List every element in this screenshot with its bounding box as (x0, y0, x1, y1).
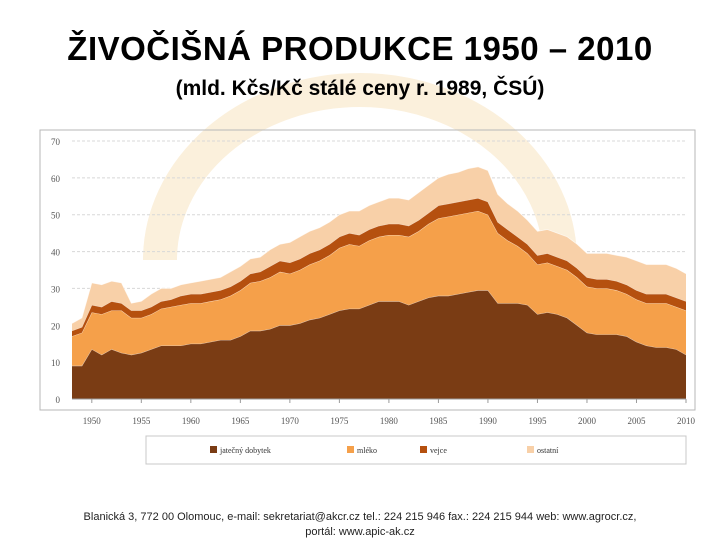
y-tick-label: 0 (56, 395, 61, 405)
y-tick-label: 70 (51, 137, 61, 147)
x-tick-label: 1980 (380, 416, 399, 426)
y-tick-label: 40 (51, 248, 61, 258)
x-tick-label: 1950 (83, 416, 102, 426)
x-tick-label: 1960 (182, 416, 201, 426)
x-tick-label: 1970 (281, 416, 300, 426)
footer-portal-line: portál: www.apic-ak.cz (305, 526, 415, 538)
x-tick-label: 2010 (677, 416, 696, 426)
legend-label: jatečný dobytek (219, 446, 271, 455)
area-vejce (72, 198, 686, 337)
x-tick-label: 2005 (627, 416, 646, 426)
legend-swatch-jatecny (210, 446, 217, 453)
stacked-area-chart: 0 10 20 30 40 50 60 70 1950 1955 1960 1965 1970 1975 1… (39, 129, 696, 465)
y-tick-label: 60 (51, 174, 61, 184)
x-tick-label: 2000 (578, 416, 597, 426)
area-mleko (72, 211, 686, 366)
area-edge-ostatni (71, 166, 687, 324)
y-tick-label: 30 (51, 284, 61, 294)
y-tick-label: 50 (51, 211, 61, 221)
slide-title: ŽIVOČIŠNÁ PRODUKCE 1950 – 2010 (67, 30, 653, 67)
x-tick-label: 1955 (132, 416, 151, 426)
legend-swatch-mleko (347, 446, 354, 453)
y-tick-label: 20 (51, 321, 61, 331)
area-ostatni (72, 166, 686, 331)
y-tick-label: 10 (51, 358, 61, 368)
slide-subtitle: (mld. Kčs/Kč stálé ceny r. 1989, ČSÚ) (175, 77, 545, 100)
legend-box (145, 435, 687, 465)
x-tick-label: 1975 (330, 416, 349, 426)
legend-label: ostatní (537, 446, 559, 455)
x-tick-label: 1990 (479, 416, 498, 426)
area-jatecny (72, 290, 686, 399)
chart-frame (39, 129, 696, 411)
footer-contact-line: Blanická 3, 772 00 Olomouc, e-mail: sekr… (83, 511, 637, 523)
x-tick-label: 1965 (231, 416, 250, 426)
legend-swatch-ostatni (527, 446, 534, 453)
x-tick-label: 1995 (528, 416, 547, 426)
legend-swatch-vejce (420, 446, 427, 453)
x-tick-label: 1985 (429, 416, 448, 426)
legend-label: mléko (357, 446, 377, 455)
legend-label: vejce (430, 446, 447, 455)
footer: Blanická 3, 772 00 Olomouc, e-mail: sekr… (0, 510, 720, 540)
